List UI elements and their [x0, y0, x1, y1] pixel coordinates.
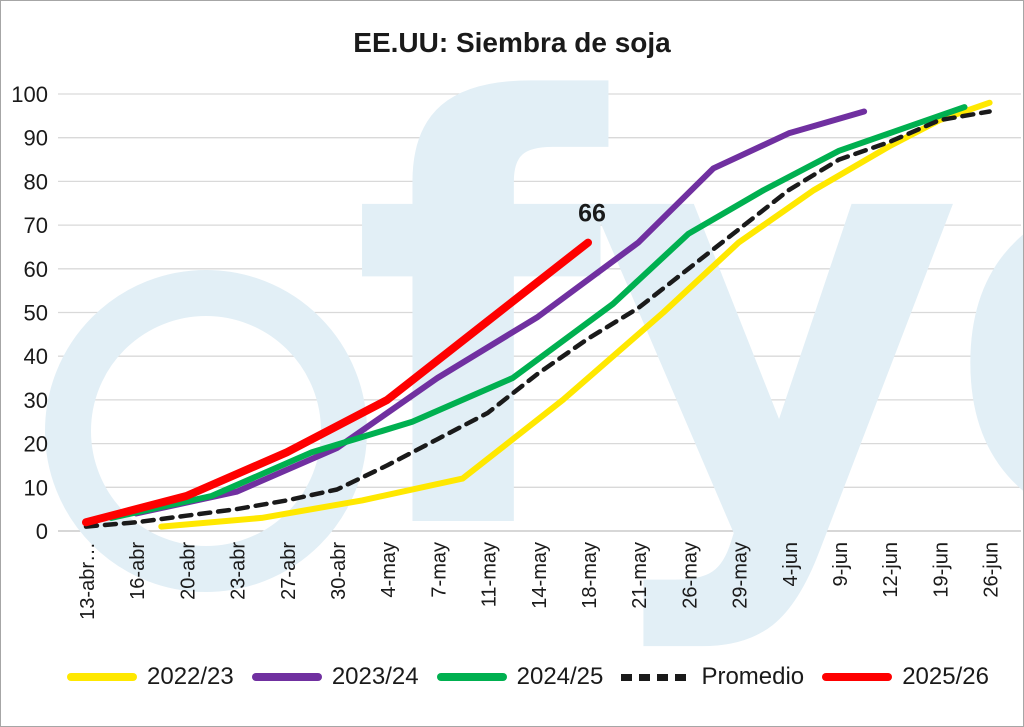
legend-swatch [251, 673, 322, 681]
x-axis-tick-label: 29-may [730, 542, 752, 609]
y-axis-tick-label: 0 [36, 519, 48, 544]
x-axis-tick-label: 4-may [378, 542, 400, 598]
x-axis-tick-label: 4-jun [780, 542, 802, 586]
chart-title: EE.UU: Siembra de soja [353, 27, 671, 58]
watermark-ring [45, 270, 367, 592]
x-axis-tick-label: 13-abr… [77, 542, 99, 620]
legend-label: 2024/25 [516, 663, 604, 690]
series-line-2023-24 [133, 108, 868, 517]
red-series-end-value-label: 66 [578, 200, 606, 228]
y-axis-tick-label: 70 [24, 213, 48, 238]
legend-swatch [621, 673, 692, 681]
x-axis-tick-label: 30-abr [328, 542, 350, 600]
x-axis-tick-label: 14-may [529, 542, 551, 609]
y-axis-tick-label: 90 [24, 126, 48, 151]
legend-label: 2025/26 [902, 663, 989, 690]
x-axis-tick-label: 16-abr [127, 542, 149, 600]
legend-item-2025-26: 2025/26 [822, 663, 989, 691]
legend-swatch [822, 673, 893, 681]
legend-swatch [67, 673, 137, 681]
legend-item-2023-24: 2023/24 [251, 663, 419, 691]
legend-item-2022-23: 2022/23 [67, 663, 234, 691]
y-axis-tick-label: 10 [24, 475, 48, 500]
series-line-2022-23 [158, 99, 993, 530]
chart-legend: 2022/23 2023/24 2024/25 Promedio 2025/26 [67, 659, 989, 695]
x-axis-tick-label: 26-may [679, 542, 701, 609]
legend-item-promedio: Promedio [621, 663, 804, 691]
series-line-2025-26 [82, 238, 592, 527]
y-axis-tick-label: 80 [24, 169, 48, 194]
x-axis-tick-label: 7-may [428, 542, 450, 598]
x-axis-tick-label: 26-jun [981, 542, 1003, 598]
x-axis-tick-label: 9-jun [830, 542, 852, 586]
y-axis-tick-label: 30 [24, 388, 48, 413]
fyo-watermark: fyo [45, 1, 1023, 658]
y-axis-tick-label: 50 [24, 301, 48, 326]
x-axis-tick-label: 12-jun [880, 542, 902, 598]
y-axis-tick-label: 20 [24, 432, 48, 457]
y-axis-tick-label: 100 [11, 82, 48, 107]
y-axis-tick-label: 60 [24, 257, 48, 282]
x-axis-tick-label: 19-jun [930, 542, 952, 598]
x-axis-tick-label: 20-abr [177, 542, 199, 600]
legend-label: 2023/24 [331, 663, 419, 690]
x-axis-tick-label: 11-may [479, 542, 501, 607]
x-axis-tick-label: 23-abr [228, 542, 250, 600]
legend-label: Promedio [701, 663, 805, 690]
legend-item-2024-25: 2024/25 [436, 663, 604, 691]
legend-label: 2022/23 [147, 663, 234, 690]
x-axis-tick-label: 21-may [629, 542, 651, 609]
x-axis-tick-label: 27-abr [278, 542, 300, 600]
series-line-2024-25 [108, 104, 968, 521]
x-axis-tick-label: 18-may [579, 542, 601, 609]
watermark-text: fyo [351, 1, 1023, 658]
legend-swatch [436, 673, 507, 681]
series-line-promedio [83, 109, 992, 529]
y-axis-tick-label: 40 [24, 344, 48, 369]
